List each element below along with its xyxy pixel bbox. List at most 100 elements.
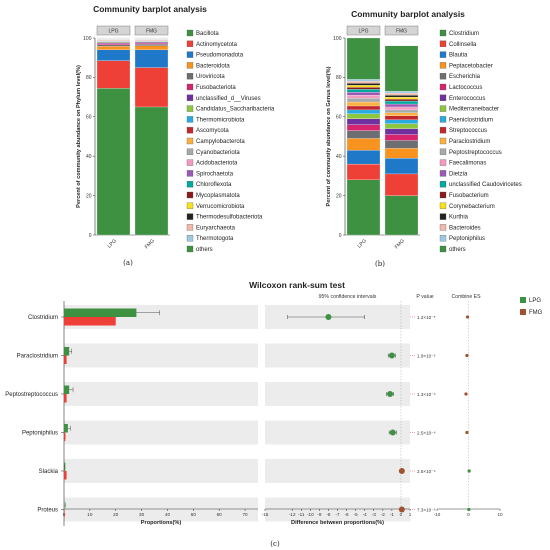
a-ytick-label-4: 80 bbox=[86, 75, 92, 81]
b-legend-swatch-18 bbox=[439, 224, 447, 231]
c-ci-point-5 bbox=[398, 506, 405, 513]
b-bar-1-13 bbox=[384, 103, 419, 108]
b-bar-0-10 bbox=[346, 101, 381, 107]
b-bar-1-7 bbox=[384, 123, 419, 129]
b-ytick-label-4: 80 bbox=[336, 75, 342, 81]
c-bar-0-0 bbox=[64, 308, 137, 317]
a-legend-swatch-16 bbox=[186, 202, 194, 209]
c-legend-swatch-0 bbox=[520, 297, 526, 303]
b-bar-1-1 bbox=[384, 173, 419, 196]
c-es-point-0 bbox=[465, 315, 470, 319]
b-legend-label-8: Paeniclostridium bbox=[449, 117, 493, 123]
a-legend-label-12: Acidobacteriota bbox=[196, 161, 238, 167]
b-legend-label-9: Streptococcus bbox=[449, 128, 487, 134]
c-prop-band-3 bbox=[64, 420, 258, 445]
b-bar-1-0 bbox=[384, 195, 419, 236]
b-bar-0-6 bbox=[346, 118, 381, 125]
c-ci-xlabel: Difference between proportions(%) bbox=[291, 520, 384, 526]
c-category-label-1: Paraclostridium bbox=[17, 354, 58, 360]
b-legend-swatch-12 bbox=[439, 159, 447, 166]
a-legend-swatch-5 bbox=[186, 83, 194, 91]
c-ci-xtick-label-3: -10 bbox=[307, 512, 314, 517]
b-legend-swatch-8 bbox=[439, 116, 447, 123]
b-legend-label-1: Collinsella bbox=[449, 42, 477, 48]
b-legend-swatch-5 bbox=[439, 83, 447, 91]
a-group-header-label-1: FMG bbox=[146, 29, 157, 35]
b-bar-1-17 bbox=[384, 95, 419, 98]
c-ci-xtick-label-7: -6 bbox=[345, 512, 350, 517]
c-ci-xtick-label-9: -4 bbox=[363, 512, 368, 517]
c-ci-xtick-label-6: -7 bbox=[335, 512, 340, 517]
a-legend-swatch-10 bbox=[186, 137, 194, 145]
b-bar-0-19 bbox=[346, 79, 381, 82]
b-legend-label-5: Lactococcus bbox=[449, 85, 482, 91]
b-legend-label-20: others bbox=[449, 247, 466, 253]
c-es-xtick-label-0: -10 bbox=[434, 512, 441, 517]
b-legend-label-11: Peptostreptococcus bbox=[449, 150, 502, 156]
b-bar-1-9 bbox=[384, 115, 419, 120]
b-legend-label-16: Corynebacterium bbox=[449, 204, 495, 210]
c-prop-xtick-label-5: 50 bbox=[191, 512, 197, 517]
c-prop-xtick-label-4: 40 bbox=[165, 512, 171, 517]
b-legend-swatch-7 bbox=[439, 105, 447, 112]
c-prop-xtick-label-7: 70 bbox=[243, 512, 249, 517]
b-group-header-label-1: FMG bbox=[396, 29, 407, 35]
b-bar-0-7 bbox=[346, 113, 381, 119]
c-prop-xlabel: Proportions(%) bbox=[141, 520, 182, 526]
c-legend-label-1: FMG bbox=[529, 310, 543, 316]
c-ci-band-1 bbox=[265, 343, 410, 368]
c-legend-swatch-1 bbox=[520, 309, 526, 315]
a-ytick-label-1: 20 bbox=[86, 193, 92, 199]
a-legend-swatch-2 bbox=[186, 51, 194, 58]
b-legend-label-3: Peptacetobacter bbox=[449, 63, 493, 69]
b-bar-0-9 bbox=[346, 105, 381, 111]
c-prop-band-2 bbox=[64, 382, 258, 406]
a-bar-0-5 bbox=[96, 43, 131, 45]
b-ytick-label-1: 20 bbox=[336, 193, 342, 199]
b-bar-0-14 bbox=[346, 89, 381, 93]
a-legend-label-7: Candidatus_Saccharibacteria bbox=[196, 107, 275, 113]
b-bar-1-6 bbox=[384, 128, 419, 135]
a-legend-swatch-13 bbox=[186, 170, 194, 177]
chart-c-title: Wilcoxon rank-sum test bbox=[249, 280, 345, 290]
c-es-point-1 bbox=[465, 353, 469, 358]
b-bar-1-11 bbox=[384, 109, 419, 113]
b-bar-1-5 bbox=[384, 134, 419, 141]
a-legend-label-4: Uroviricota bbox=[196, 74, 225, 80]
c-p-value-3: 2.5×10⁻⁴ bbox=[417, 431, 436, 436]
a-ylabel: Percent of community abundance on Phylum… bbox=[76, 65, 82, 208]
c-ci-xtick-label-4: -9 bbox=[317, 512, 322, 517]
b-bar-1-16 bbox=[384, 96, 419, 100]
c-category-label-2: Peptostreptococcus bbox=[5, 392, 58, 398]
a-legend-swatch-17 bbox=[186, 213, 194, 220]
a-bar-1-1 bbox=[134, 67, 169, 108]
b-ytick-label-3: 60 bbox=[336, 115, 342, 121]
a-legend-swatch-6 bbox=[186, 94, 194, 101]
c-ci-point-2 bbox=[387, 391, 394, 397]
c-prop-xtick-label-6: 60 bbox=[217, 512, 223, 517]
c-category-label-5: Proteus bbox=[37, 508, 58, 514]
c-ci-xtick-label-8: -5 bbox=[354, 512, 359, 517]
a-legend-swatch-3 bbox=[186, 62, 194, 69]
a-legend-swatch-7 bbox=[186, 105, 194, 112]
a-legend-label-9: Ascomycota bbox=[196, 128, 229, 134]
c-ci-xtick-label-1: -12 bbox=[289, 512, 296, 517]
c-legend-label-0: LPG bbox=[529, 298, 541, 304]
b-bar-0-5 bbox=[346, 124, 381, 131]
c-p-value-1: 1.9×10⁻⁵ bbox=[417, 354, 436, 359]
a-legend-label-14: Chloroflexota bbox=[196, 182, 232, 188]
c-prop-xtick-label-1: 10 bbox=[87, 512, 93, 517]
b-bar-0-20 bbox=[346, 37, 381, 80]
b-legend-label-2: Blautia bbox=[449, 53, 468, 59]
b-bar-1-10 bbox=[384, 112, 419, 116]
b-legend-swatch-15 bbox=[439, 191, 447, 199]
a-group-header-label-0: LPG bbox=[108, 29, 118, 35]
a-legend-label-10: Campylobacterota bbox=[196, 139, 245, 145]
a-bar-1-0 bbox=[134, 106, 169, 236]
b-legend-swatch-3 bbox=[439, 62, 447, 69]
c-prop-xtick-label-3: 30 bbox=[139, 512, 145, 517]
chart-b-title: Community barplot analysis bbox=[351, 9, 465, 19]
c-ci-point-0 bbox=[325, 314, 332, 320]
a-legend-swatch-19 bbox=[186, 235, 194, 242]
